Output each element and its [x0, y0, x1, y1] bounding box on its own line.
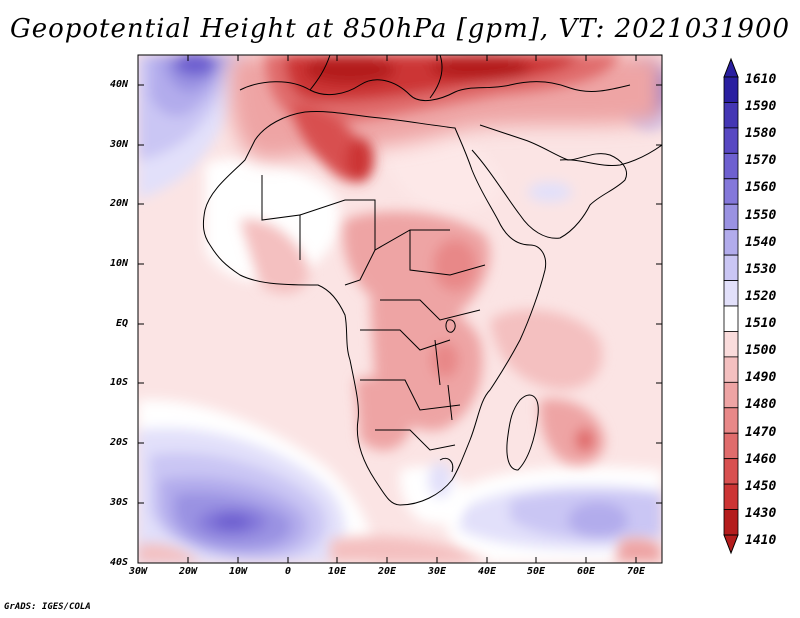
colorbar-label: 1550	[745, 207, 777, 223]
colorbar-swatch	[723, 152, 739, 180]
lon-label: 30E	[427, 566, 447, 577]
colorbar-label: 1570	[745, 153, 777, 169]
colorbar-swatch	[723, 76, 739, 103]
colorbar-label: 1450	[745, 478, 777, 494]
colorbar-label: 1610	[745, 72, 777, 87]
colorbar-label: 1530	[745, 261, 777, 277]
colorbar-swatch	[723, 280, 739, 307]
colorbar-swatch	[723, 178, 739, 205]
lon-label: 60E	[576, 566, 596, 577]
colorbar-swatch	[723, 356, 739, 383]
colorbar-label: 1410	[745, 533, 777, 548]
lon-label: 20E	[377, 566, 397, 577]
lon-label: 50E	[526, 566, 546, 577]
colorbar-label: 1500	[745, 343, 777, 359]
lon-label: 30W	[128, 566, 148, 577]
lat-label: EQ	[115, 318, 128, 329]
colorbar-label: 1460	[745, 451, 777, 467]
colorbar-label: 1510	[745, 316, 777, 332]
colorbar-label: 1560	[745, 180, 777, 196]
lat-label: 20S	[109, 437, 128, 448]
lon-label: 40E	[477, 566, 497, 577]
colorbar-label: 1480	[745, 397, 777, 413]
colorbar-label: 1590	[745, 99, 777, 115]
lat-label: 30N	[109, 139, 128, 150]
colorbar-swatch	[723, 102, 739, 129]
colorbar-arrow-top	[723, 57, 739, 78]
colorbar-swatch	[723, 407, 739, 434]
colorbar-swatch	[723, 381, 739, 409]
colorbar-swatch	[723, 254, 739, 281]
plot-frame	[137, 54, 663, 564]
lat-label: 40S	[109, 557, 128, 568]
lon-label: 70E	[626, 566, 646, 577]
credit-text: GrADS: IGES/COLA	[4, 602, 91, 612]
colorbar-label: 1520	[745, 288, 777, 304]
lon-label: 20W	[178, 566, 198, 577]
chart-title: Geopotential Height at 850hPa [gpm], VT:…	[9, 14, 791, 44]
colorbar-label: 1540	[745, 234, 777, 250]
colorbar-swatch	[723, 127, 739, 154]
lat-label: 20N	[109, 198, 128, 209]
colorbar-label: 1430	[745, 505, 777, 521]
axis-ticks	[138, 55, 662, 563]
lon-label: 10E	[327, 566, 347, 577]
colorbar-swatch	[723, 432, 739, 460]
colorbar-label: 1470	[745, 424, 777, 440]
colorbar-swatch	[723, 203, 739, 231]
colorbar-swatch	[723, 458, 739, 485]
colorbar-arrow-bottom	[723, 534, 739, 555]
colorbar-swatch	[723, 305, 739, 332]
colorbar-swatch	[723, 331, 739, 358]
colorbar-label: 1490	[745, 370, 777, 386]
height-field	[138, 55, 662, 563]
lon-label: 10W	[228, 566, 248, 577]
colorbar-label: 1580	[745, 126, 777, 142]
lon-label: 0	[284, 566, 292, 577]
colorbar-swatch	[723, 509, 739, 536]
coastlines	[202, 55, 662, 506]
lat-label: 10N	[109, 258, 128, 269]
colorbar	[723, 57, 739, 555]
colorbar-swatch	[723, 483, 739, 510]
colorbar-swatch	[723, 229, 739, 256]
lat-label: 30S	[109, 497, 128, 508]
lat-label: 10S	[109, 377, 128, 388]
lat-label: 40N	[109, 79, 128, 90]
